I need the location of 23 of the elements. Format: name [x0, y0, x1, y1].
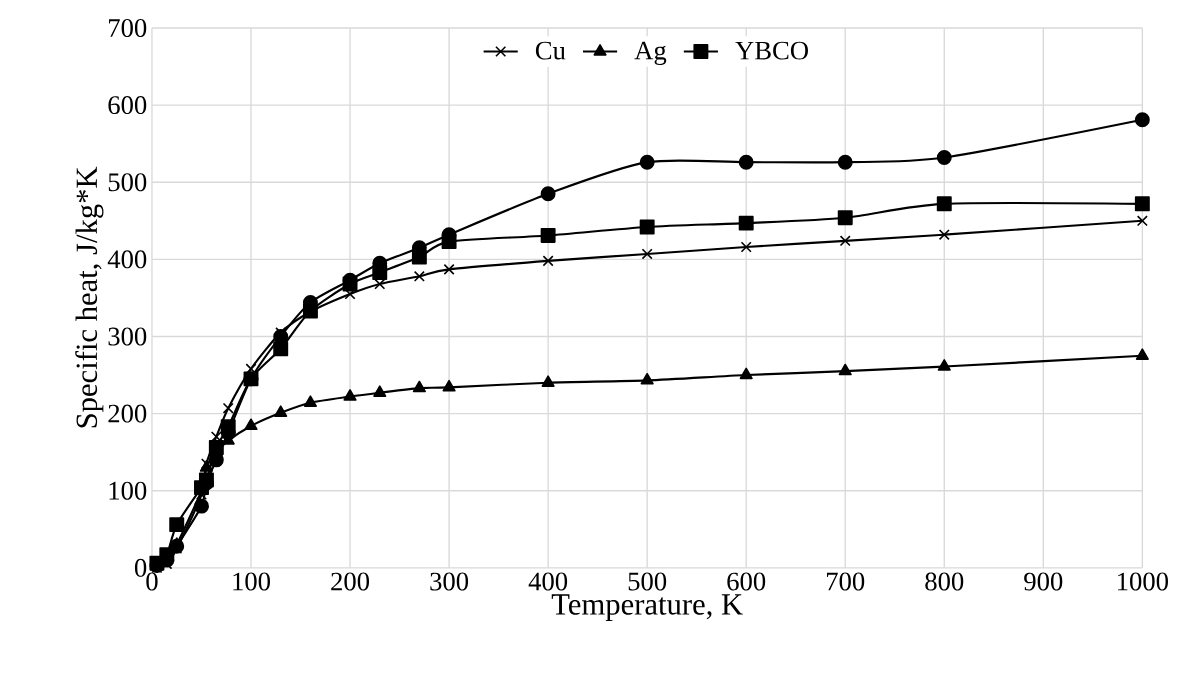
y-tick-label: 200: [108, 404, 147, 423]
legend-label: Cu: [535, 41, 566, 60]
x-tick-label: 100: [233, 572, 270, 591]
y-tick-label: 700: [109, 19, 147, 38]
x-tick-label: 900: [1024, 572, 1063, 591]
y-tick-label: 0: [134, 558, 147, 577]
x-tick-label: 300: [430, 572, 469, 591]
x-tick-label: 500: [628, 572, 667, 591]
x-tick-label: 400: [528, 572, 568, 591]
x-tick-label: 1000: [1118, 572, 1168, 591]
y-tick-label: 600: [108, 96, 147, 115]
y-tick-label: 400: [107, 250, 147, 269]
x-tick-label: 700: [826, 572, 865, 591]
x-tick-label: 600: [727, 572, 766, 591]
y-tick-label: 100: [109, 481, 147, 500]
x-tick-label: 200: [331, 572, 370, 591]
y-tick-label: 300: [108, 327, 147, 346]
y-axis-title: Specific heat, J/kg*K: [75, 166, 104, 428]
x-tick-label: 800: [925, 572, 964, 591]
y-tick-label: 500: [108, 173, 147, 192]
legend-label: YBCO: [735, 41, 808, 60]
legend-label: Ag: [634, 41, 667, 66]
x-axis-title: Temperature, K: [551, 594, 743, 622]
